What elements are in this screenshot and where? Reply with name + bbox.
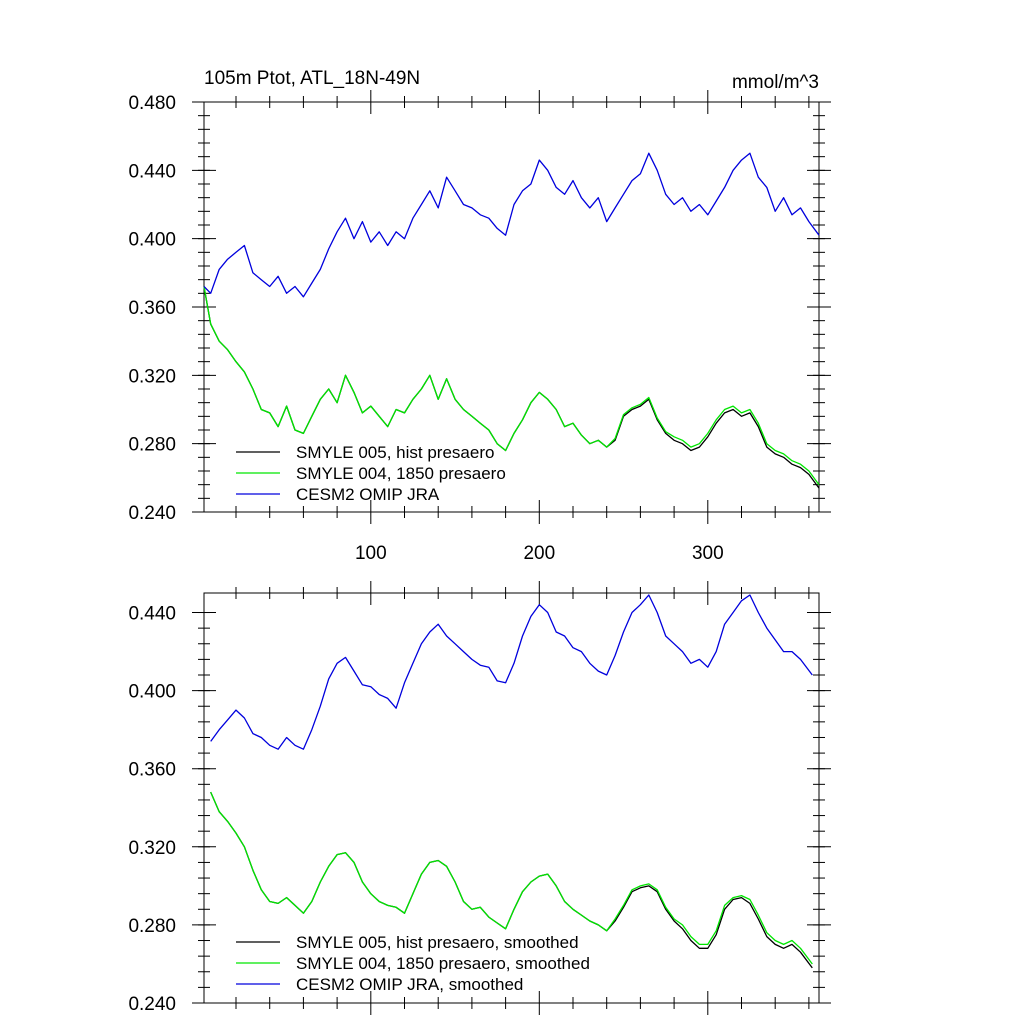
legend: SMYLE 005, hist presaero, smoothed SMYLE … [236,933,590,994]
series-lines [210,594,813,969]
series-line [203,152,820,298]
legend-entry: SMYLE 004, 1850 presaero [296,464,506,483]
bottom-panel: 0.440 0.400 0.360 0.320 0.280 0.240 SMYLE 005… [128,581,831,1015]
y-tick-labels: 0.440 0.400 0.360 0.320 0.280 0.240 [128,604,176,1015]
series-line [210,594,813,750]
y-tick-labels: 0.480 0.440 0.400 0.360 0.320 0.280 0.240 [128,93,176,524]
y-tick-label: 0.240 [128,503,176,524]
y-tick-label: 0.440 [128,161,176,182]
ticks [192,90,831,524]
legend-entry: SMYLE 004, 1850 presaero, smoothed [296,954,590,973]
legend-entry: SMYLE 005, hist presaero [296,443,494,462]
chart-title: 105m Ptot, ATL_18N-49N [204,68,420,89]
units-label: mmol/m^3 [732,72,819,93]
x-tick-label: 100 [355,543,387,564]
series-lines [203,152,820,489]
series-line [210,791,813,965]
top-panel: 105m Ptot, ATL_18N-49N mmol/m^3 0.4800.4… [128,68,831,564]
y-tick-label: 0.320 [128,366,176,387]
y-tick-label: 0.240 [128,994,176,1015]
y-tick-label: 0.360 [128,760,176,781]
legend-entry: CESM2 OMIP JRA, smoothed [296,975,523,994]
y-tick-label: 0.400 [128,682,176,703]
y-tick-label: 0.280 [128,916,176,937]
legend: SMYLE 005, hist presaero SMYLE 004, 1850 … [236,443,506,504]
plot-frame [203,592,820,1004]
y-tick-label: 0.360 [128,298,176,319]
series-line [203,286,820,486]
x-tick-label: 300 [692,543,724,564]
y-tick-label: 0.320 [128,838,176,859]
y-tick-label: 0.280 [128,435,176,456]
y-tick-label: 0.400 [128,230,176,251]
x-tick-label: 200 [523,543,555,564]
legend-entry: SMYLE 005, hist presaero, smoothed [296,933,579,952]
y-tick-label: 0.480 [128,93,176,114]
y-tick-label: 0.440 [128,604,176,625]
legend-entry: CESM2 OMIP JRA [296,485,440,504]
x-tick-labels: 100 200 300 [355,543,724,564]
ticks [192,581,831,1015]
